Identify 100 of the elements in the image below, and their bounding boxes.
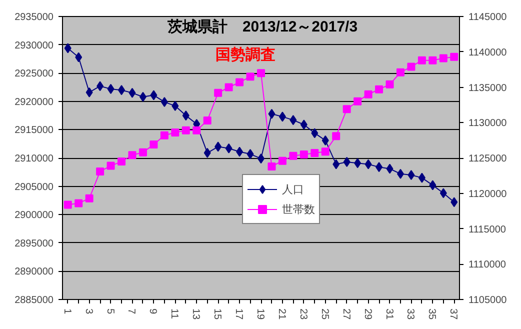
- y-tick-label: 2930000: [14, 40, 54, 52]
- point: [74, 199, 83, 208]
- x-tick-label: 19: [254, 308, 266, 320]
- point: [246, 72, 254, 81]
- point: [418, 172, 426, 183]
- point: [418, 56, 426, 64]
- x-tick-label: 33: [404, 308, 416, 320]
- y-tick-label: 2900000: [14, 210, 54, 222]
- point: [118, 158, 126, 166]
- y2-tick-label: 1125000: [468, 154, 508, 164]
- point: [64, 200, 72, 209]
- point: [386, 80, 394, 88]
- point: [364, 159, 372, 170]
- point: [86, 87, 93, 98]
- point: [440, 188, 447, 198]
- point: [278, 112, 286, 122]
- point: [171, 128, 180, 137]
- point: [106, 162, 115, 170]
- point: [450, 197, 458, 208]
- y-tick-label: 2895000: [14, 238, 54, 250]
- point: [172, 100, 179, 111]
- point: [96, 167, 104, 176]
- y2-tick-label: 1110000: [468, 260, 506, 271]
- y-tick-label: 2885000: [14, 295, 54, 306]
- point: [118, 85, 126, 96]
- x-tick-label: 25: [318, 308, 330, 320]
- x-tick-label: 27: [340, 308, 352, 320]
- x-tick-label: 15: [212, 308, 223, 320]
- y-tick-label: 2910000: [14, 154, 54, 164]
- point: [408, 170, 415, 180]
- y2-tick-label: 1120000: [468, 188, 508, 200]
- y2-tick-label: 1145000: [468, 12, 508, 23]
- point: [182, 110, 190, 121]
- y2-tick-label: 1135000: [468, 82, 508, 94]
- point: [236, 146, 244, 157]
- point: [342, 105, 351, 114]
- point: [75, 52, 82, 62]
- x-tick-label: 11: [168, 308, 180, 320]
- y-tick-label: 2915000: [14, 125, 54, 136]
- point: [310, 149, 319, 158]
- point: [396, 168, 404, 179]
- point: [257, 69, 265, 78]
- point: [396, 68, 404, 76]
- point: [268, 162, 276, 170]
- point: [322, 135, 329, 146]
- y2-tick-label: 1130000: [468, 118, 508, 130]
- x-tick-label: 13: [190, 308, 202, 320]
- point: [300, 120, 308, 130]
- x-tick-label: 3: [82, 308, 94, 314]
- point: [321, 148, 330, 156]
- y-tick-label: 2905000: [14, 182, 54, 193]
- point: [332, 159, 340, 170]
- chart-title: 茨城県計 2013/12～2017/3: [166, 18, 358, 36]
- annotation: 国勢調査: [216, 46, 276, 64]
- point: [204, 148, 211, 158]
- point: [268, 108, 276, 119]
- x-tick-label: 9: [147, 308, 158, 314]
- point: [150, 90, 158, 100]
- y2-tick-label: 1105000: [468, 295, 508, 306]
- y-tick-label: 2925000: [14, 68, 54, 80]
- y-tick-label: 2935000: [14, 12, 54, 23]
- point: [386, 164, 394, 174]
- point: [289, 152, 298, 160]
- point: [107, 84, 114, 94]
- point: [128, 88, 136, 98]
- legend-label: 人口: [282, 182, 304, 196]
- point: [278, 156, 286, 165]
- point: [354, 97, 362, 106]
- point: [407, 62, 416, 71]
- point: [225, 143, 232, 154]
- point: [182, 126, 190, 134]
- point: [376, 162, 383, 172]
- point: [160, 131, 168, 140]
- point: [85, 194, 94, 202]
- point: [332, 132, 340, 140]
- point: [343, 156, 350, 167]
- point: [192, 126, 201, 134]
- point: [375, 85, 384, 94]
- point: [224, 83, 233, 92]
- point: [64, 43, 72, 54]
- point: [214, 88, 222, 97]
- legend-label: 世帯数: [282, 202, 315, 216]
- x-tick-label: 23: [297, 308, 308, 320]
- point: [96, 81, 104, 92]
- point: [203, 116, 212, 125]
- point: [450, 52, 458, 61]
- x-tick-label: 29: [362, 308, 373, 320]
- x-tick-label: 17: [233, 308, 244, 320]
- y2-tick-label: 1115000: [468, 224, 506, 236]
- point: [300, 150, 308, 158]
- y-tick-label: 2920000: [14, 96, 54, 108]
- point: [214, 142, 222, 152]
- x-tick-label: 5: [104, 308, 116, 314]
- point: [236, 78, 244, 86]
- y-tick-label: 2890000: [14, 266, 54, 278]
- point: [246, 149, 254, 160]
- point: [128, 151, 136, 160]
- x-tick-label: 1: [61, 308, 72, 314]
- point: [160, 96, 168, 107]
- x-tick-label: 7: [126, 308, 137, 314]
